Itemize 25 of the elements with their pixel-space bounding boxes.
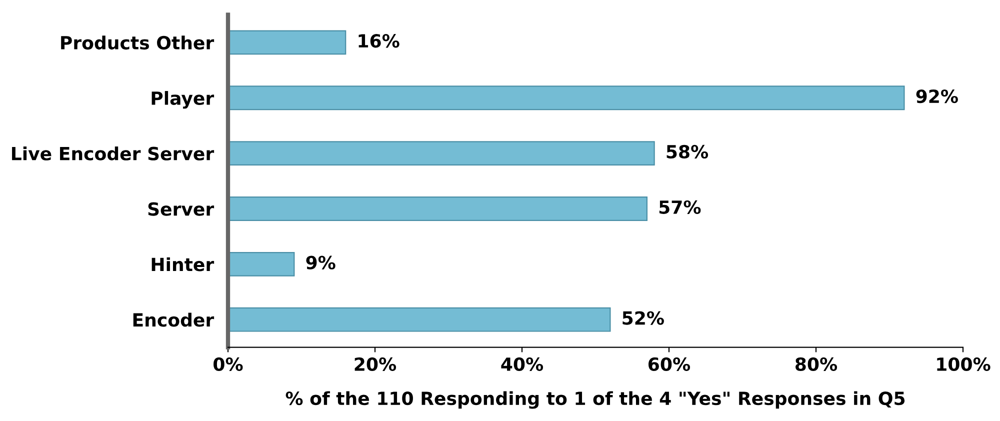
x-axis-title: % of the 110 Responding to 1 of the 4 "Yes" Responses in Q5 — [286, 391, 905, 409]
y-tick-label: Server — [148, 202, 214, 216]
bar — [228, 141, 655, 166]
data-label: 16% — [358, 34, 400, 48]
y-tick-label: Hinter — [152, 257, 214, 272]
x-tick-label: 0% — [214, 357, 243, 372]
y-tick-label: Live Encoder Server — [12, 146, 214, 160]
bar — [228, 86, 905, 110]
x-tick-label: 40% — [501, 357, 544, 372]
bar — [228, 307, 611, 332]
x-tick-label: 100% — [937, 357, 990, 372]
bar — [228, 30, 346, 55]
data-label: 52% — [622, 311, 664, 325]
data-label: 57% — [659, 200, 701, 214]
x-tick-label: 80% — [795, 357, 838, 372]
data-label: 9% — [306, 256, 336, 270]
data-label: 92% — [916, 89, 958, 104]
y-tick-label: Products Other — [61, 36, 214, 50]
bar — [228, 196, 648, 221]
data-label: 58% — [666, 144, 708, 159]
bar — [228, 252, 295, 276]
x-tick-label: 20% — [354, 357, 396, 372]
y-tick-label: Encoder — [133, 312, 214, 327]
y-tick-label: Player — [152, 91, 214, 109]
x-tick-label: 60% — [648, 357, 690, 372]
